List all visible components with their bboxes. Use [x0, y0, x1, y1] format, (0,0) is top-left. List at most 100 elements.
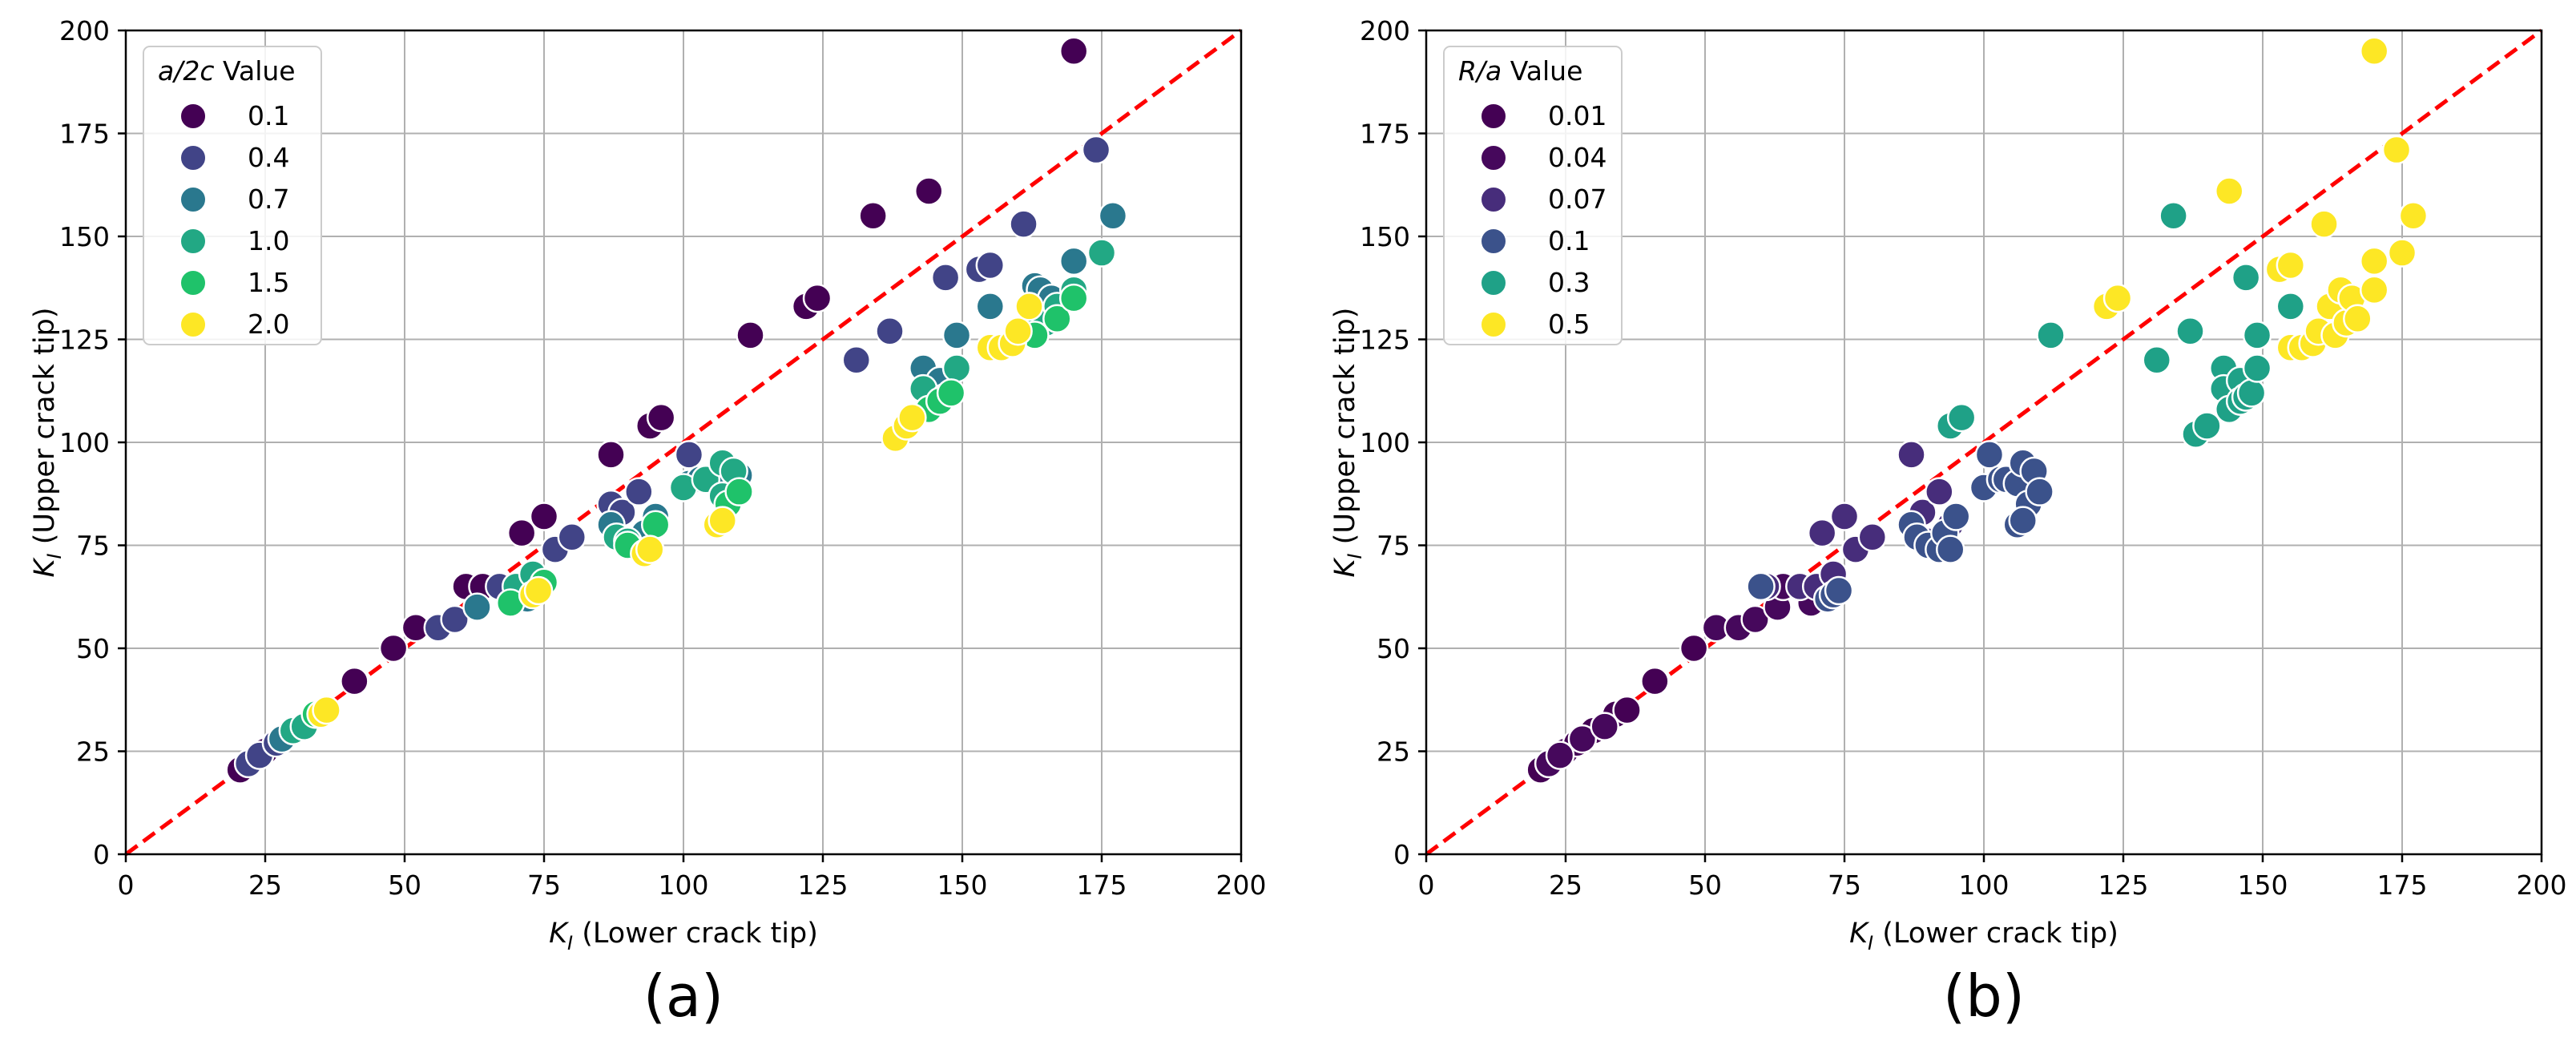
data-point-1.5 [936, 378, 966, 408]
data-point-0.3 [2242, 321, 2272, 350]
data-point-0.4 [841, 345, 872, 375]
data-point-0.3 [2175, 316, 2205, 346]
data-point-0.1 [506, 518, 537, 548]
data-point-0.1 [1824, 575, 1854, 606]
x-axis-label: KI (Lower crack tip) [1849, 918, 2118, 954]
data-point-0.7 [1098, 201, 1128, 231]
data-point-0.1 [802, 283, 832, 313]
data-point-1.5 [1058, 283, 1089, 313]
legend-entry-label: 1.5 [248, 267, 289, 298]
x-tick-label: 50 [388, 869, 421, 901]
data-point-0.01 [1679, 633, 1709, 664]
data-point-0.07 [1857, 522, 1888, 552]
legend-entry-label: 2.0 [248, 309, 289, 340]
data-point-0.1 [1746, 571, 1776, 602]
data-point-2.0 [312, 695, 341, 725]
data-point-2.0 [897, 402, 927, 433]
data-point-0.1 [1974, 440, 2005, 470]
data-point-0.7 [1058, 246, 1089, 276]
legend-entry-label: 1.0 [248, 225, 289, 256]
y-tick-label: 25 [76, 736, 110, 768]
data-point-0.4 [674, 440, 704, 470]
y-tick-label: 150 [1360, 221, 1410, 252]
legend-marker [179, 186, 207, 213]
legend: R/a Value 0.01 0.04 0.07 0.1 0.3 0.5 [1443, 46, 1623, 345]
data-point-0.5 [2398, 201, 2429, 231]
data-point-0.1 [529, 502, 559, 531]
y-tick-label: 200 [59, 15, 110, 46]
y-axis-label: KI (Upper crack tip) [29, 308, 66, 578]
y-tick-label: 150 [59, 221, 110, 252]
legend-marker [179, 269, 207, 297]
data-point-0.04 [1545, 740, 1575, 770]
panel-a: 0 25 50 75 100 125 150 175 200 0 25 50 75 100 125 150 17… [29, 15, 1267, 1030]
x-tick-label: 100 [659, 869, 709, 901]
legend-marker [1480, 144, 1507, 171]
data-point-0.1 [1058, 36, 1089, 66]
y-tick-label: 75 [76, 530, 110, 562]
data-point-0.7 [941, 321, 972, 350]
data-point-1.5 [1042, 304, 1072, 334]
data-point-0.5 [2309, 209, 2339, 239]
data-point-0.1 [378, 633, 409, 664]
data-point-0.3 [2276, 292, 2306, 321]
data-point-0.5 [2359, 275, 2389, 305]
y-tick-label: 100 [59, 427, 110, 458]
y-tick-label: 175 [59, 119, 110, 150]
data-point-2.0 [523, 575, 554, 606]
data-point-0.5 [2276, 250, 2306, 280]
data-point-0.3 [2192, 411, 2222, 441]
legend-marker [1480, 186, 1507, 213]
legend-title: a/2c Value [158, 55, 296, 87]
data-point-2.0 [1003, 316, 1033, 346]
legend-entry-label: 0.5 [1548, 309, 1590, 340]
legend-marker [1480, 269, 1507, 297]
legend-marker [1480, 103, 1507, 130]
y-tick-label: 50 [76, 633, 110, 664]
data-point-0.1 [596, 440, 626, 470]
data-point-0.4 [624, 477, 654, 506]
data-point-0.1 [913, 176, 944, 206]
data-point-0.1 [2008, 506, 2038, 535]
y-tick-label: 50 [1377, 633, 1410, 664]
legend-box [143, 46, 322, 345]
x-tick-label: 25 [248, 869, 282, 901]
data-point-0.5 [2381, 135, 2412, 165]
data-point-0.4 [557, 522, 587, 552]
data-point-0.04 [1590, 712, 1619, 741]
data-point-0.1 [1941, 502, 1971, 531]
legend-marker [1480, 228, 1507, 255]
data-point-0.1 [1935, 535, 1965, 564]
x-tick-label: 100 [1959, 869, 2010, 901]
legend-marker [179, 103, 207, 130]
legend-entry-label: 0.3 [1548, 267, 1590, 298]
data-point-0.4 [875, 316, 905, 346]
x-tick-label: 125 [798, 869, 849, 901]
data-point-0.01 [1640, 666, 1670, 696]
y-tick-label: 200 [1360, 15, 1410, 46]
data-point-0.04 [1567, 724, 1598, 754]
data-point-0.1 [858, 201, 888, 231]
data-point-0.3 [2036, 321, 2066, 350]
data-point-0.04 [1740, 604, 1770, 635]
data-point-2.0 [707, 506, 737, 535]
data-point-0.3 [2242, 353, 2272, 383]
data-point-1.5 [724, 477, 754, 506]
data-point-0.5 [2387, 238, 2417, 268]
y-tick-label: 175 [1360, 119, 1410, 150]
data-point-2.0 [635, 535, 665, 564]
data-point-0.4 [975, 250, 1006, 280]
x-tick-label: 200 [2517, 869, 2567, 901]
y-tick-label: 25 [1377, 736, 1410, 768]
data-point-0.5 [2343, 304, 2372, 334]
x-tick-label: 200 [1216, 869, 1267, 901]
legend-marker [179, 228, 207, 255]
data-point-0.4 [930, 263, 961, 292]
x-tick-label: 150 [937, 869, 988, 901]
data-point-1.5 [640, 510, 671, 540]
y-tick-label: 125 [59, 325, 110, 356]
legend-entry-label: 0.7 [248, 184, 289, 215]
legend-entry-label: 0.07 [1548, 184, 1606, 215]
legend-marker [1480, 311, 1507, 338]
legend-entry-label: 0.1 [1548, 225, 1590, 256]
